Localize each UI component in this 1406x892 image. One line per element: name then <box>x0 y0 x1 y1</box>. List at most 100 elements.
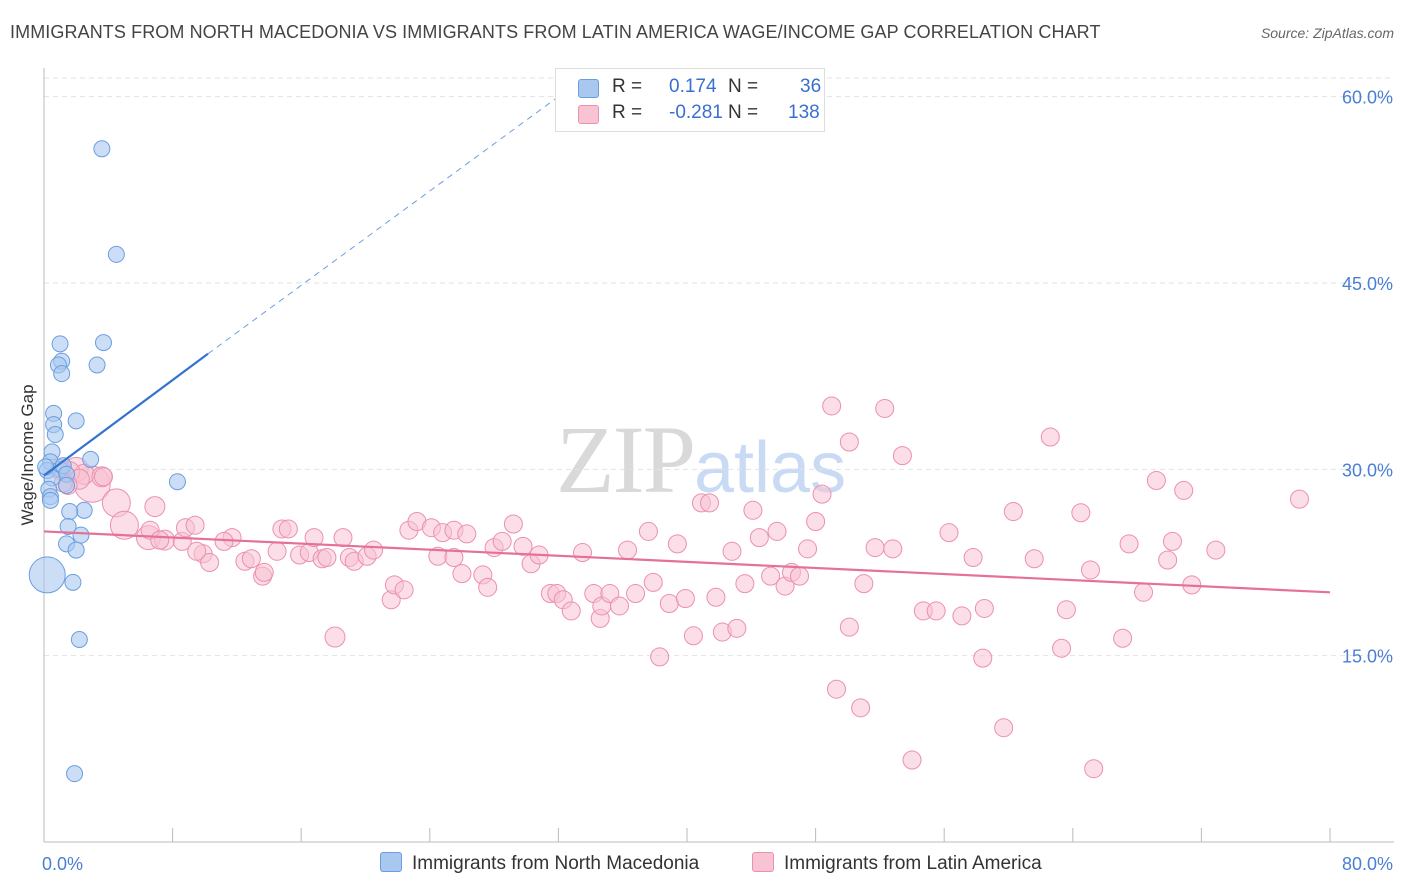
north-macedonia-point <box>82 450 100 468</box>
latin-america-point <box>1003 502 1023 522</box>
legend-n-label: N = <box>728 102 759 123</box>
y-tick-label: 30.0% <box>1342 460 1393 480</box>
bottom-legend-latin-america: Immigrants from Latin America <box>752 852 1042 875</box>
latin-america-point <box>643 572 663 592</box>
north-macedonia-point <box>93 140 111 158</box>
x-tick-label: 80.0% <box>1342 854 1393 874</box>
legend-n-value: 138 <box>788 102 820 123</box>
latin-america-point <box>333 528 353 548</box>
latin-america-point <box>700 493 720 513</box>
latin-america-point <box>743 500 763 520</box>
latin-america-point <box>826 679 846 699</box>
north-macedonia-point <box>64 573 82 591</box>
latin-america-point <box>839 432 859 452</box>
chart-title: IMMIGRANTS FROM NORTH MACEDONIA VS IMMIG… <box>10 22 1101 42</box>
latin-america-point <box>727 618 747 638</box>
latin-america-point <box>457 524 477 544</box>
latin-america-point <box>1206 540 1226 560</box>
north-macedonia-point <box>72 526 90 544</box>
latin-america-point <box>994 718 1014 738</box>
north-macedonia-point <box>41 491 59 509</box>
latin-america-point <box>1134 582 1154 602</box>
latin-america-point <box>851 698 871 718</box>
latin-america-point <box>93 467 113 487</box>
latin-america-point <box>200 552 220 572</box>
latin-america-point <box>492 531 512 551</box>
latin-america-point <box>241 549 261 569</box>
legend-r-label: R = <box>612 102 643 123</box>
series-latin-america-points <box>49 396 1309 779</box>
latin-america-point <box>214 531 234 551</box>
latin-america-point <box>1071 503 1091 523</box>
latin-america-point <box>839 617 859 637</box>
latin-america-point <box>790 566 810 586</box>
north-macedonia-point <box>46 426 64 444</box>
bottom-legend-swatch-pink <box>752 852 774 872</box>
latin-america-point <box>626 584 646 604</box>
north-macedonia-trend-extension <box>207 96 559 355</box>
latin-america-point <box>875 398 895 418</box>
latin-america-point <box>278 519 298 539</box>
y-axis-label: Wage/Income Gap <box>18 384 37 525</box>
latin-america-point <box>667 534 687 554</box>
latin-america-point <box>1146 470 1166 490</box>
latin-america-point <box>573 543 593 563</box>
latin-america-point <box>364 540 384 560</box>
latin-america-point <box>1113 628 1133 648</box>
latin-america-point <box>952 606 972 626</box>
y-tick-label: 45.0% <box>1342 274 1393 294</box>
north-macedonia-point <box>67 412 85 430</box>
latin-america-point <box>761 566 781 586</box>
legend-n-label: N = <box>728 76 759 97</box>
latin-america-point <box>974 598 994 618</box>
latin-america-point <box>683 626 703 646</box>
y-tick-label: 15.0% <box>1342 647 1393 667</box>
north-macedonia-point <box>28 556 66 594</box>
latin-america-point <box>650 647 670 667</box>
latin-america-point <box>1084 759 1104 779</box>
latin-america-point <box>394 580 414 600</box>
legend-swatch-blue <box>578 79 599 98</box>
bottom-legend-label: Immigrants from North Macedonia <box>412 853 700 874</box>
latin-america-point <box>478 577 498 597</box>
latin-america-point <box>722 541 742 561</box>
latin-america-point <box>1158 550 1178 570</box>
north-macedonia-point <box>168 473 186 491</box>
latin-america-point <box>187 541 207 561</box>
latin-america-point <box>304 528 324 548</box>
latin-america-point <box>324 626 346 648</box>
legend-r-label: R = <box>612 76 643 97</box>
latin-america-trend-line <box>43 530 1331 594</box>
latin-america-point <box>735 574 755 594</box>
latin-america-point <box>892 446 912 466</box>
latin-america-point <box>513 536 533 556</box>
latin-america-point <box>561 601 581 621</box>
latin-america-point <box>963 548 983 568</box>
series-north-macedonia-points <box>28 140 186 783</box>
latin-america-point <box>1052 638 1072 658</box>
latin-america-point <box>1174 480 1194 500</box>
latin-america-point <box>812 484 832 504</box>
latin-america-point <box>267 541 287 561</box>
latin-america-point <box>865 538 885 558</box>
latin-america-point <box>1162 531 1182 551</box>
watermark-zip: ZIP <box>556 406 696 513</box>
legend-n-value: 36 <box>800 76 822 97</box>
latin-america-point <box>185 515 205 535</box>
north-macedonia-point <box>67 541 85 559</box>
legend-r-value: 0.174 <box>669 76 717 97</box>
latin-america-point <box>317 548 337 568</box>
latin-america-point <box>254 562 274 582</box>
latin-america-point <box>926 601 946 621</box>
latin-america-point <box>109 510 139 540</box>
latin-america-point <box>1289 489 1309 509</box>
trend-lines <box>43 96 1331 594</box>
legend-r-value: -0.281 <box>669 102 723 123</box>
latin-america-point <box>806 511 826 531</box>
north-macedonia-trend-line <box>43 352 209 477</box>
north-macedonia-point <box>70 631 88 649</box>
legend-swatch-pink <box>578 105 599 124</box>
source-label: Source: ZipAtlas.com <box>1260 25 1394 41</box>
north-macedonia-point <box>94 334 112 352</box>
